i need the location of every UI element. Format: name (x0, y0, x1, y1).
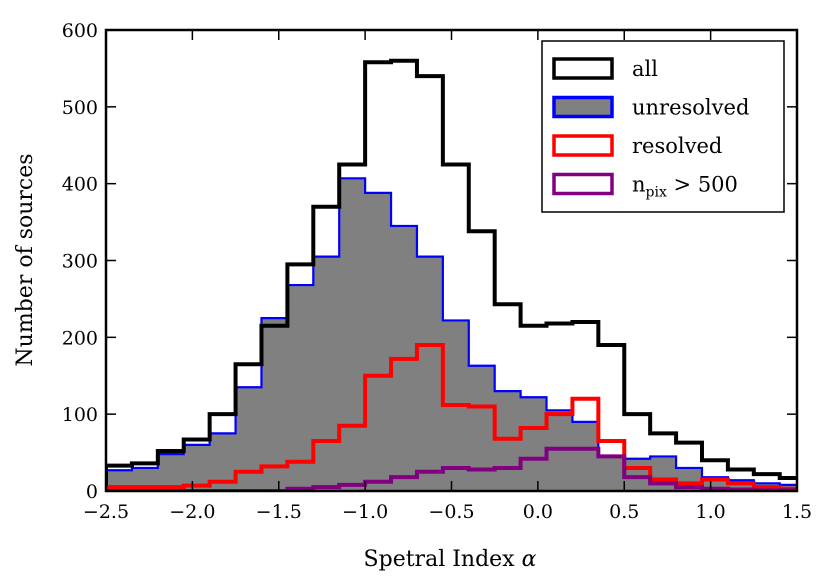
legend-label-all: all (632, 57, 658, 81)
x-tick-label: 0.0 (523, 501, 553, 523)
series-unresolved-fill (106, 178, 797, 491)
legend-swatch-npix (552, 172, 614, 196)
x-tick-label: −2.0 (169, 501, 215, 523)
series-unresolved-outline (106, 177, 797, 491)
axes-layer: −2.5 −2.0 −1.5 −1.0 −0.5 0.0 0.5 1.0 1.5 0 100 200 3… (62, 20, 812, 523)
x-tick-label: 0.5 (609, 501, 639, 523)
y-tick-label: 300 (62, 251, 98, 273)
y-tick-label: 200 (62, 327, 98, 349)
x-tick-label: −2.5 (83, 501, 129, 523)
legend-swatch-unresolved (552, 95, 614, 119)
legend-swatch-resolved (552, 134, 614, 157)
x-tick-label: −0.5 (428, 501, 474, 523)
legend: all unresolved resolved npix > 500 (541, 40, 785, 213)
y-tick-label: 0 (86, 481, 98, 503)
legend-label-npix: npix > 500 (632, 173, 738, 201)
y-tick-label: 400 (62, 174, 98, 196)
y-tick-label: 100 (62, 404, 98, 426)
legend-label-resolved: resolved (632, 134, 722, 158)
x-tick-label: 1.0 (696, 501, 726, 523)
series-unresolved (106, 177, 797, 491)
x-tick-label: 1.5 (782, 501, 812, 523)
x-tick-label: −1.5 (256, 501, 302, 523)
series-resolved-outline (106, 343, 797, 491)
y-tick-label: 600 (62, 20, 98, 42)
x-axis-label: Spetral Index α (364, 547, 537, 572)
series-n-pix-500-outline (106, 446, 797, 491)
y-axis-label: Number of sources (13, 153, 38, 366)
series-n-pix-500 (106, 446, 797, 491)
series-resolved (106, 343, 797, 491)
x-tick-label: −1.0 (342, 501, 388, 523)
series-all (106, 58, 797, 491)
series-all-outline (106, 58, 797, 491)
legend-swatch-all (552, 57, 614, 80)
series-layer (106, 58, 797, 491)
y-tick-label: 500 (62, 97, 98, 119)
legend-label-unresolved: unresolved (632, 96, 749, 120)
